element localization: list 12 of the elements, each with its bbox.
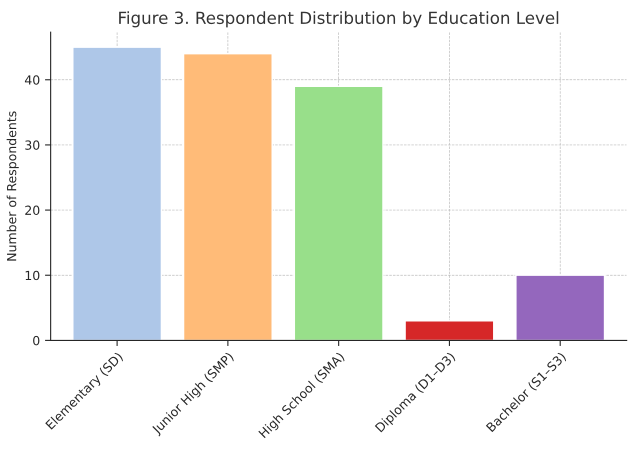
bar [72,46,162,340]
bar [515,274,606,340]
y-axis-title: Number of Respondents [6,111,19,261]
y-tick-label: 0 [33,336,40,346]
bar [182,53,273,340]
bar [404,320,494,340]
bar [294,86,384,340]
y-tick-label: 20 [25,206,40,216]
y-tick-label: 40 [24,75,40,85]
y-tick-label: 30 [25,140,40,150]
chart-title: Figure 3. Respondent Distribution by Education Level [119,11,558,28]
y-tick-label: 10 [26,270,40,280]
